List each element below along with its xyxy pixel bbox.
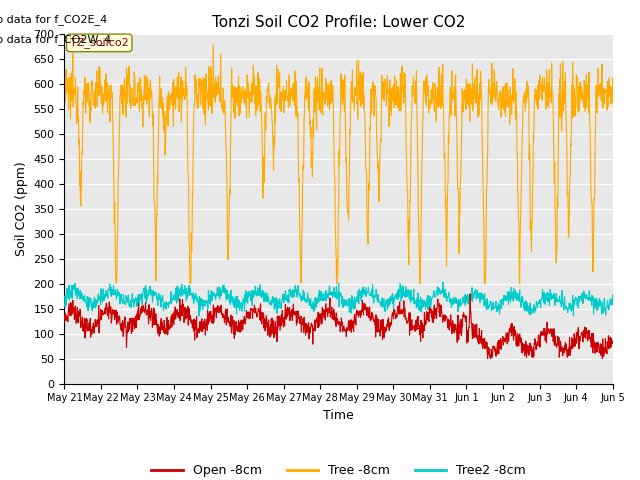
Text: No data for f_CO2W_4: No data for f_CO2W_4: [0, 34, 111, 45]
X-axis label: Time: Time: [323, 409, 354, 422]
Legend: Open -8cm, Tree -8cm, Tree2 -8cm: Open -8cm, Tree -8cm, Tree2 -8cm: [147, 459, 531, 480]
Text: TZ_soilco2: TZ_soilco2: [70, 37, 129, 48]
Y-axis label: Soil CO2 (ppm): Soil CO2 (ppm): [15, 161, 28, 256]
Text: No data for f_CO2E_4: No data for f_CO2E_4: [0, 14, 107, 25]
Title: Tonzi Soil CO2 Profile: Lower CO2: Tonzi Soil CO2 Profile: Lower CO2: [212, 15, 465, 30]
